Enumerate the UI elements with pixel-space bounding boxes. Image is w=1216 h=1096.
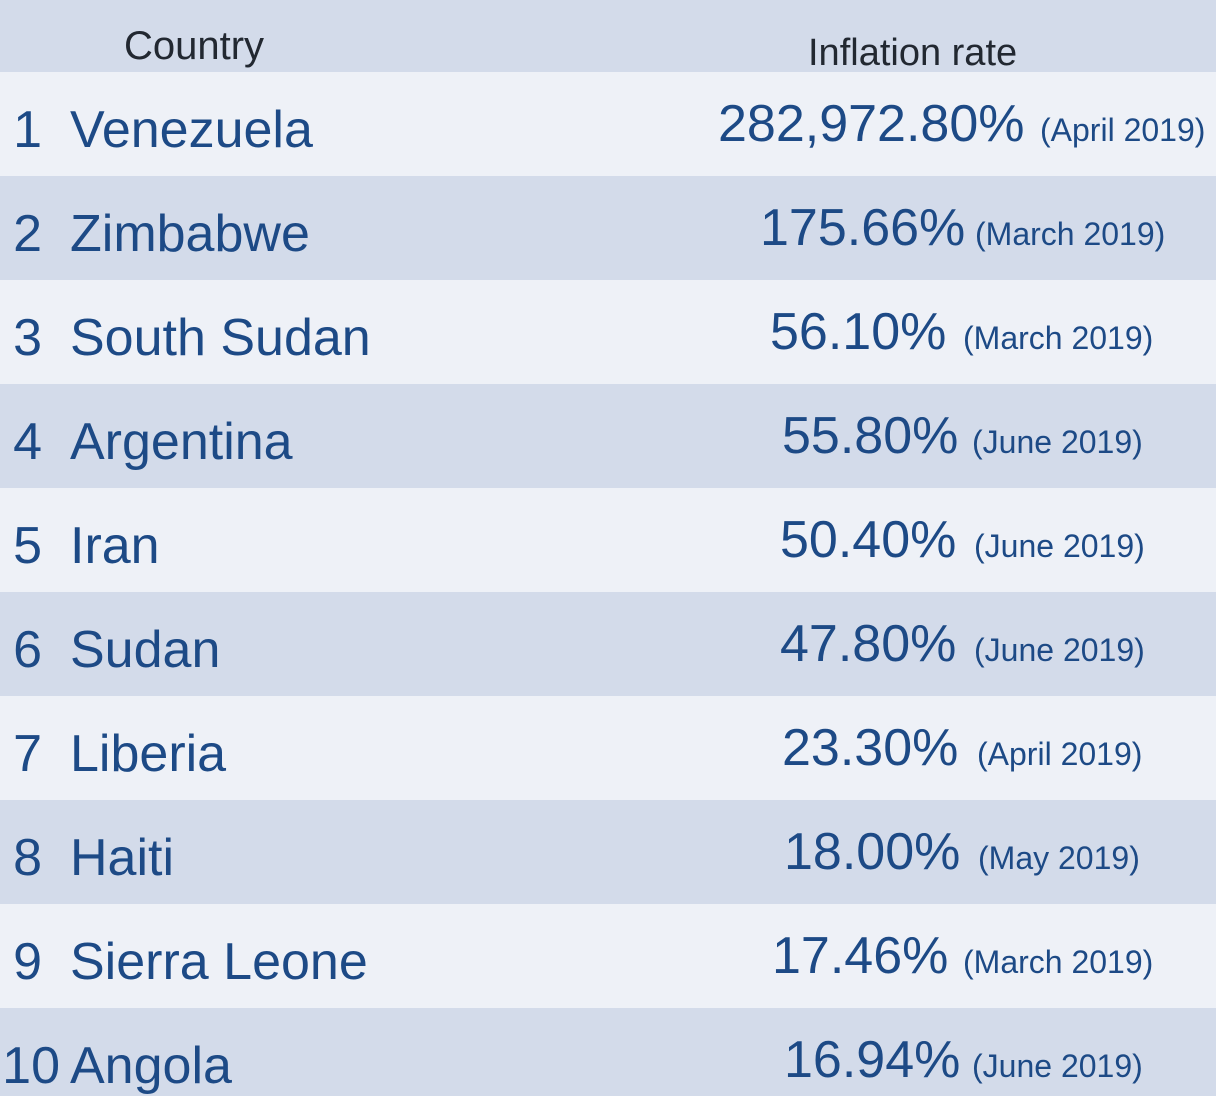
table-row: 8 Haiti 18.00% (May 2019) [0,800,1216,904]
row-country: Liberia [70,725,227,783]
row-country: Sudan [70,621,221,679]
header-inflation-rate: Inflation rate [808,32,1018,74]
row-date: (June 2019) [974,632,1145,668]
table-header: Country Inflation rate [0,0,1216,74]
row-rate: 282,972.80% [718,95,1025,153]
row-rate: 55.80% [782,407,959,465]
row-date: (March 2019) [963,944,1154,980]
row-rate: 47.80% [780,615,957,673]
row-date: (March 2019) [975,216,1166,252]
header-country: Country [124,24,265,68]
row-date: (April 2019) [1040,112,1206,148]
row-rate: 17.46% [772,927,949,985]
row-country: Zimbabwe [70,205,310,263]
row-country: Angola [70,1037,232,1095]
table-row: 5 Iran 50.40% (June 2019) [0,488,1216,592]
row-rate: 18.00% [784,823,961,881]
row-rate: 56.10% [770,303,947,361]
row-country: Argentina [70,413,293,471]
table-row: 6 Sudan 47.80% (June 2019) [0,592,1216,696]
table-row: 4 Argentina 55.80% (June 2019) [0,384,1216,488]
row-rank: 10 [2,1037,60,1095]
row-date: (June 2019) [972,424,1143,460]
row-date: (June 2019) [972,1048,1143,1084]
row-date: (May 2019) [978,840,1140,876]
row-rank: 6 [13,621,42,679]
row-rate: 50.40% [780,511,957,569]
row-rank: 8 [13,829,42,887]
row-country: South Sudan [70,309,371,367]
table-row: 2 Zimbabwe 175.66% (March 2019) [0,176,1216,280]
row-rank: 9 [13,933,42,991]
table-row: 1 Venezuela 282,972.80% (April 2019) [0,72,1216,176]
row-rate: 175.66% [760,199,966,257]
row-rate: 23.30% [782,719,959,777]
row-country: Iran [70,517,160,575]
table-row: 9 Sierra Leone 17.46% (March 2019) [0,904,1216,1008]
table-row: 10 Angola 16.94% (June 2019) [0,1008,1216,1096]
row-country: Venezuela [70,101,313,159]
row-rank: 2 [13,205,42,263]
row-date: (April 2019) [977,736,1143,772]
row-country: Haiti [70,829,175,887]
row-rank: 7 [13,725,42,783]
row-date: (June 2019) [974,528,1145,564]
row-rank: 5 [13,517,42,575]
row-rank: 3 [13,309,42,367]
row-rank: 4 [13,413,42,471]
row-rank: 1 [13,101,42,159]
row-country: Sierra Leone [70,933,368,991]
table-row: 3 South Sudan 56.10% (March 2019) [0,280,1216,384]
row-date: (March 2019) [963,320,1154,356]
table-row: 7 Liberia 23.30% (April 2019) [0,696,1216,800]
row-rate: 16.94% [784,1031,961,1089]
